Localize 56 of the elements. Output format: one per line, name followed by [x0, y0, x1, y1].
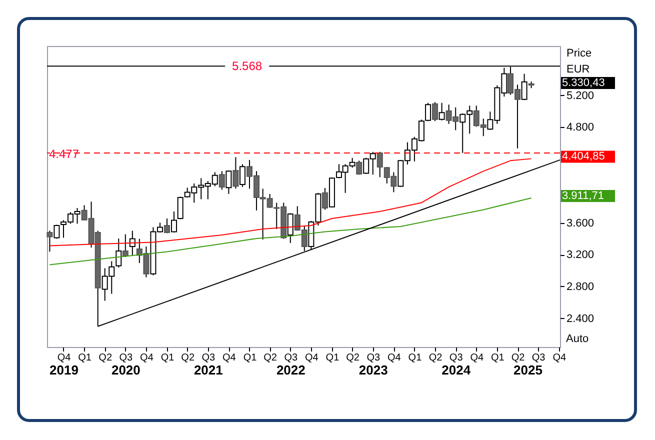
x-tick-label: Q2: [98, 352, 112, 364]
x-tick-label: Q4: [305, 352, 319, 364]
x-tick-label: Q1: [78, 352, 92, 364]
line-series: [49, 158, 532, 246]
x-tick-label: Q2: [346, 352, 360, 364]
candlestick: [287, 212, 294, 244]
x-tick-label: Q1: [326, 352, 340, 364]
x-tick-label: Q3: [449, 352, 464, 364]
x-tick-label: Q1: [491, 352, 505, 364]
x-tick-label: Q2: [428, 352, 443, 364]
x2-tick-label: 2023: [358, 362, 388, 378]
x-tick-label: Q2: [511, 352, 526, 364]
y-tick-label: 5.200: [566, 90, 594, 102]
ref-line-label: 5.568: [232, 59, 262, 74]
x-tick-label: Q2: [264, 352, 278, 364]
candlestick: [438, 102, 445, 121]
y-tick-label: 4.800: [566, 122, 594, 134]
line-series: [49, 197, 532, 266]
y-tick-label: 3.600: [566, 217, 594, 230]
x2-tick-label: 2022: [276, 362, 306, 378]
x-tick-label: Q4: [222, 352, 236, 364]
annotation: 5.330,43: [562, 76, 605, 89]
x2-tick-label: 2024: [442, 362, 472, 378]
x-tick-label: Q3: [202, 352, 216, 364]
x-tick-label: Q4: [140, 352, 154, 364]
candlestick: [239, 164, 246, 188]
x-tick-label: Q4: [388, 352, 402, 364]
annotation: 4.404,85: [562, 150, 605, 163]
x-tick-label: Q3: [366, 352, 380, 364]
candlestick: [521, 73, 528, 101]
y-tick-label: 2.400: [566, 312, 594, 325]
x-tick-label: Q4: [552, 352, 566, 364]
x2-tick-label: 2025: [513, 362, 542, 378]
text: Auto: [566, 333, 589, 345]
x-tick-label: Q1: [160, 352, 175, 364]
candlestick: [171, 210, 178, 233]
y-tick-label: 3.200: [566, 249, 594, 262]
x-tick-label: Q4: [470, 352, 484, 364]
x-tick-label: Q3: [532, 352, 546, 364]
ref-line-label: 4.477: [49, 146, 80, 161]
x2-tick-label: 2020: [111, 362, 140, 378]
x2-tick-label: 2019: [50, 362, 78, 378]
x-tick-label: Q4: [57, 352, 72, 364]
x2-tick-label: 2021: [194, 362, 223, 378]
candlestick: [116, 238, 122, 268]
candlestick: [226, 170, 232, 194]
x-tick-label: Q2: [181, 352, 195, 364]
annotation: 3.911,71: [562, 190, 604, 202]
candlestick: [54, 224, 60, 240]
candlestick: [177, 196, 184, 220]
y-axis-title: Price EUR: [566, 48, 592, 76]
x-tick-label: Q1: [408, 352, 422, 364]
x-tick-label: Q3: [119, 352, 134, 364]
x-tick-label: Q1: [243, 352, 258, 364]
y-tick-label: 2.800: [566, 280, 594, 293]
x-tick-label: Q3: [284, 352, 298, 364]
